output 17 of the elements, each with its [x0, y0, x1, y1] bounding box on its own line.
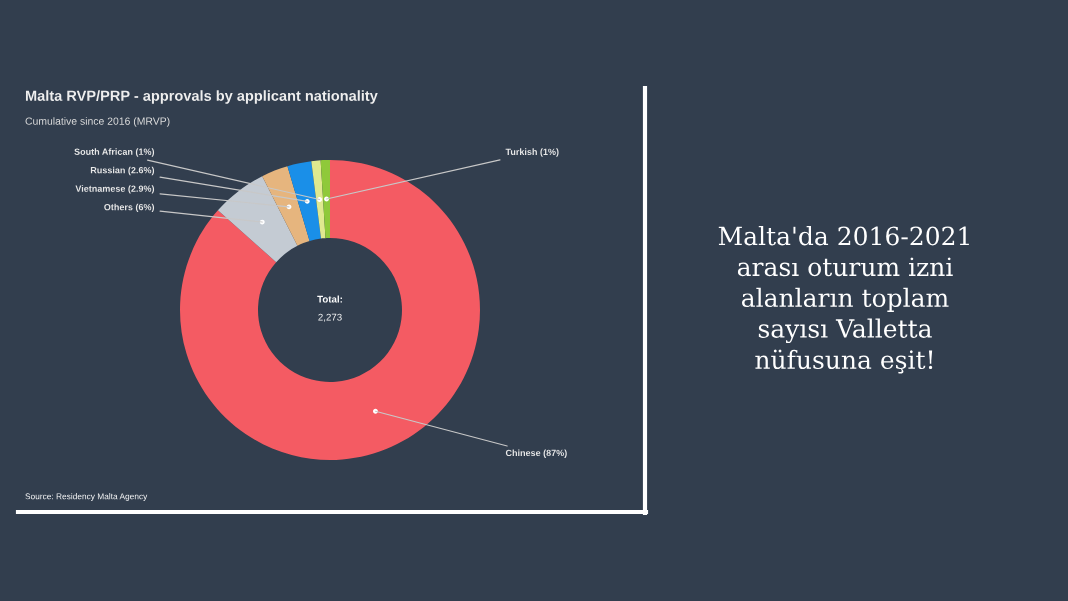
- slice-label: Russian (2.6%): [90, 166, 155, 176]
- chart-title: Malta RVP/PRP - approvals by applicant nationality: [25, 90, 378, 104]
- source-note: Source: Residency Malta Agency: [25, 493, 148, 501]
- text: 2,273: [318, 313, 342, 322]
- chart-subtitle: Cumulative since 2016 (MRVP): [25, 117, 170, 127]
- slice-label: Chinese (87%): [505, 449, 567, 458]
- slice-label: Others (6%): [104, 203, 155, 213]
- slice-label: Vietnamese (2.9%): [75, 185, 155, 194]
- text: Malta'da 2016-2021 arası oturum izni alanların toplam sayısı Valletta nüfusuna eşit!: [718, 226, 969, 374]
- text: Total:: [317, 295, 342, 303]
- donut-slice: [180, 160, 480, 460]
- donut-slice: [262, 166, 310, 246]
- slice-label: South African (1%): [74, 148, 155, 157]
- donut-slice: [320, 160, 330, 239]
- donut-slice: [287, 161, 322, 241]
- donut-slice: [311, 160, 326, 239]
- slice-label: Turkish (1%): [505, 148, 559, 157]
